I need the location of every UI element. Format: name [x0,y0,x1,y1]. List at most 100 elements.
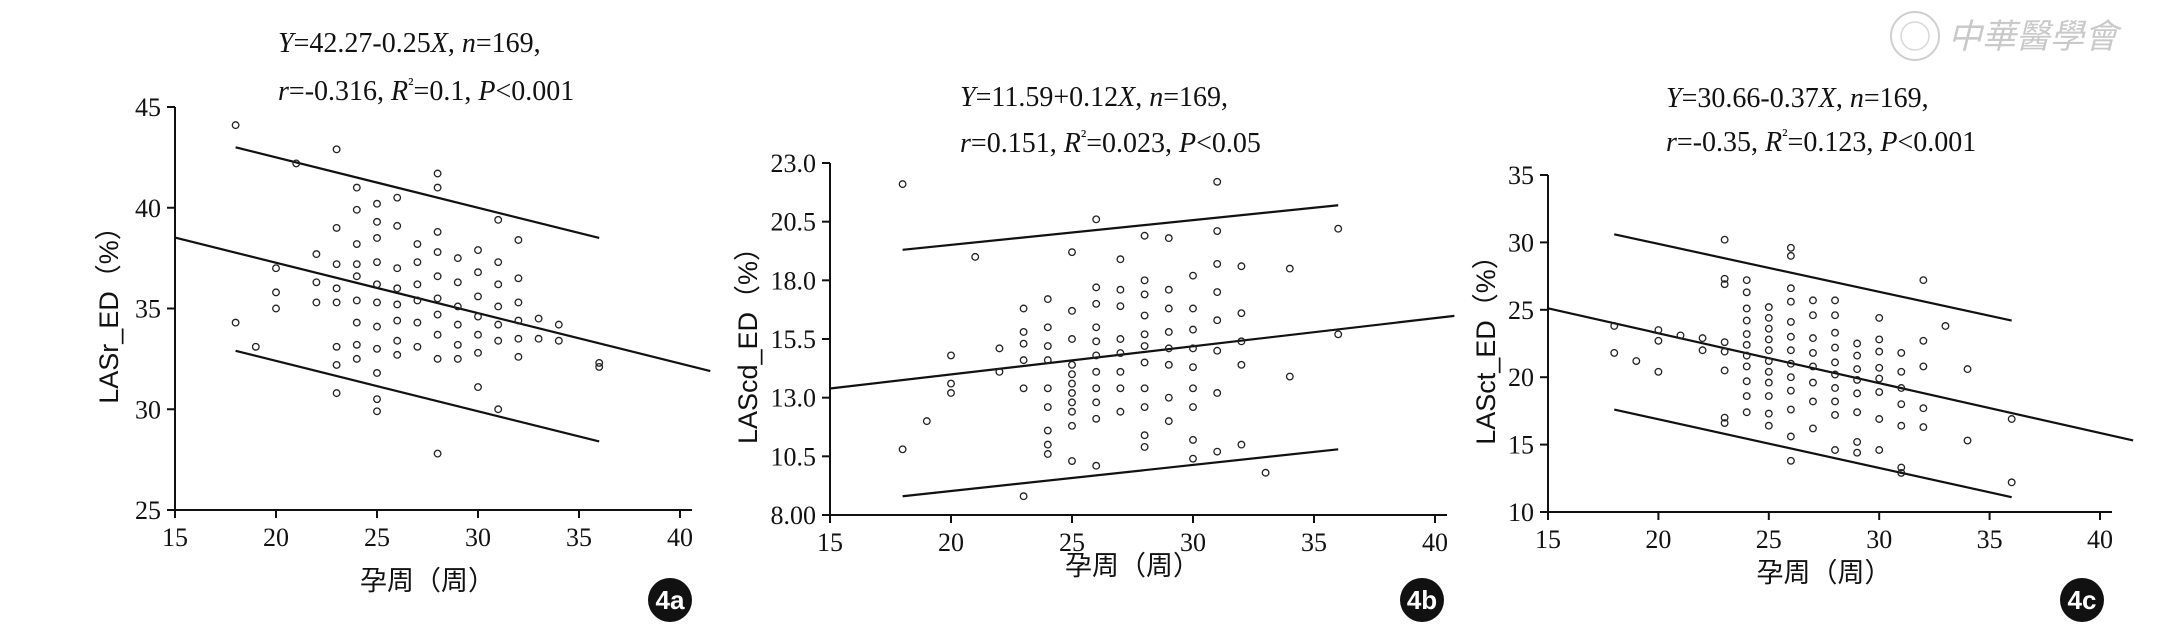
panel-4a-data-point [393,284,402,293]
panel-4a-data-point [474,312,482,321]
panel-4c-data-point [1831,370,1839,379]
panel-4b-data-point [1043,356,1052,365]
panel-4b-data-point [1213,447,1222,456]
panel-4b-data-point [1019,492,1028,501]
panel-4b-x-tick-label: 25 [1059,528,1085,557]
panel-4a-data-point [453,302,462,311]
panel-4c-data-point [1764,346,1773,355]
panel-4b-data-point [1092,414,1101,423]
panel-4a-data-point [393,264,402,273]
panel-4b-data-point [995,367,1004,376]
panel-4b-data-point [1019,304,1028,313]
panel-4c-data-point [1853,365,1862,374]
panel-4b-data-point [1092,299,1101,308]
panel-4a-data-point [433,183,442,192]
panel-4b-data-point [1068,306,1076,315]
panel-4c-data-point [1809,424,1817,433]
panel-4a-data-point [393,316,402,325]
panel-4b-data-point [1043,323,1052,332]
panel-4a-data-point [433,354,442,363]
panel-4b-data-point [1068,248,1076,257]
panel-4b-data-point [1092,384,1101,393]
panel-4a-data-point [373,280,381,289]
panel-4b-data-point [1092,337,1101,346]
panel-4c-data-point [1742,392,1751,401]
panel-4c-data-point [1853,437,1862,446]
panel-4b-data-point [1092,351,1101,360]
panel-4b-data-point [1019,328,1028,336]
panel-4a-data-point [272,264,280,273]
panel-4b-data-point [1237,337,1246,346]
panel-4c-x-tick-label: 20 [1645,525,1671,554]
panel-4b-data-point [1140,442,1149,451]
panel-4b-data-point [1068,379,1076,388]
panel-4a-regression-line [174,236,711,373]
panel-4c-data-point [1875,313,1884,322]
panel-4b-data-point [1213,259,1222,268]
panel-4b-x-axis-label: 孕周（周） [1065,551,1200,581]
panel-4a-data-point [393,300,402,309]
panel-4a-data-point [332,360,341,369]
panel-4c-y-tick-label: 10 [1508,498,1534,527]
panel-4b-data-point [1334,330,1343,339]
panel-4b-data-point [1019,384,1028,393]
panel-4b-data-point [1237,262,1246,271]
panel-4c-data-point [1786,386,1795,395]
panel-4c-y-tick-label: 15 [1508,431,1534,460]
panel-4b-data-point [1189,435,1197,444]
panel-4a-data-point [453,320,462,329]
panel-4b-data-point [1043,426,1052,435]
panel-4a-y-tick-label: 45 [135,93,161,122]
panel-4c-data-point [1875,446,1884,454]
panel-4a-data-point [534,314,543,323]
panel-4a-data-point [272,288,280,297]
panel-4c-data-point [1632,357,1641,365]
panel-4a-data-point [514,236,523,244]
panel-4c-regression-line [1547,307,2134,442]
panel-4b-data-point [1043,403,1052,412]
panel-4c-data-point [1742,316,1751,325]
panel-4b-data-point [1164,344,1173,353]
panel-4c-data-point [1963,436,1972,445]
panel-4c-data-point [1764,324,1773,333]
panel-4b-data-point [1213,288,1222,297]
panel-4c-data-point [1742,351,1751,360]
panel-4a-data-point [494,405,503,414]
panel-4c-data-point [1786,243,1795,252]
panel-4c-data-point [1742,276,1751,285]
panel-4c-data-point [1764,421,1773,430]
panel-4c-data-point [1610,322,1619,330]
panel-4b-data-point [1043,342,1052,350]
panel-4b-y-tick-label: 10.5 [771,442,817,471]
panel-4c-data-point [1786,373,1795,382]
panel-4a-data-point [352,183,361,192]
panel-4b-x-tick-label: 15 [817,528,843,557]
panel-4c-data-point [1786,432,1795,441]
panel-4a-data-point [352,340,361,349]
chart-panel-4a: 15 20 25 30 35 40 25 30 35 40 45 Y=42.27-0.25X, n=1… [94,28,711,622]
panel-4c-data-point [1919,423,1928,432]
panel-4c-data-point [1698,346,1707,355]
panel-4a-data-point [474,292,482,301]
panel-4a-data-point [474,348,482,357]
panel-4b-data-point [922,417,931,426]
panel-4c-x-tick-label: 40 [2087,525,2113,554]
panel-4c-data-point [1919,404,1928,413]
panel-4a-x-tick-label: 15 [162,523,188,552]
panel-4a-data-point [312,298,321,307]
panel-4b-data-point [1213,316,1222,325]
panel-4a-data-point [251,342,260,351]
panel-4a-data-point [514,274,523,283]
panel-4c-data-point [1786,251,1795,260]
panel-4b-data-point [1092,283,1101,292]
panel-4b-data-point [1116,367,1125,376]
panel-4c-data-point [1919,362,1928,371]
panel-4a-data-point [231,318,240,327]
panel-4a-equation-line-2: r=-0.316, R²=0.1, P<0.001 [278,74,574,107]
panel-4a-data-point [352,205,361,214]
panel-4c-data-point [1764,378,1773,387]
panel-4b-data-point [1068,421,1076,430]
panel-4b-data-point [971,252,980,261]
panel-4b-data-point [1189,344,1197,353]
panel-4c-equation-line-2: r=-0.35, R²=0.123, P<0.001 [1666,125,1976,158]
